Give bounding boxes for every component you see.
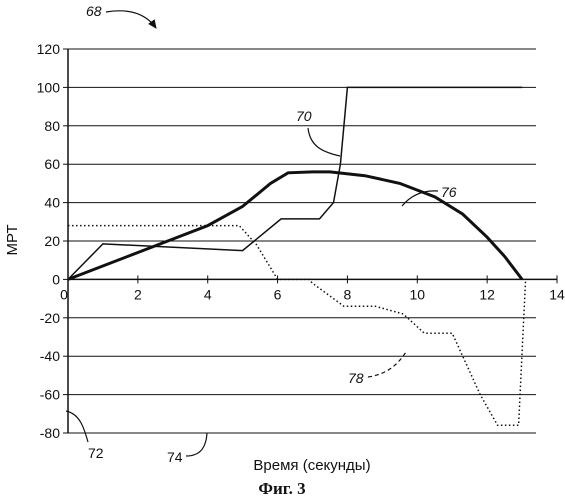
line-76-leader xyxy=(402,191,438,206)
y-tick-label: 20 xyxy=(44,233,60,249)
y-tick-label: 80 xyxy=(44,118,60,134)
x-axis-label: Время (секунды) xyxy=(253,457,370,474)
line-78-label: 78 xyxy=(348,370,364,386)
x-tick-label: 14 xyxy=(549,286,565,302)
x-tick-label: 8 xyxy=(344,286,352,302)
x-axis-ref-74: 74 xyxy=(167,449,183,465)
y-tick-label: 40 xyxy=(44,195,60,211)
grid-lines xyxy=(68,49,536,433)
y-axis-ref-72: 72 xyxy=(88,445,104,461)
figure-ref-68: 68 xyxy=(86,3,102,19)
series-line-78 xyxy=(68,226,526,426)
x-axis-ref-74-leader xyxy=(186,433,207,456)
x-tick-label: 2 xyxy=(134,286,142,302)
x-tick-label: 4 xyxy=(204,286,212,302)
y-tick-label: -40 xyxy=(40,348,60,364)
y-tick-label: -60 xyxy=(40,387,60,403)
y-tick-label: 0 xyxy=(52,271,60,287)
line-70-leader xyxy=(308,128,340,156)
y-axis-label: МРТ xyxy=(4,225,21,256)
y-tick-labels: 120100806040200-20-40-60-80 xyxy=(37,41,68,441)
figure-ref-68-arrow xyxy=(106,11,156,28)
y-tick-label: -80 xyxy=(40,425,60,441)
line-76-label: 76 xyxy=(441,184,457,200)
y-tick-label: 60 xyxy=(44,156,60,172)
x-tick-label: 10 xyxy=(409,286,425,302)
line-70-label: 70 xyxy=(296,108,312,124)
y-tick-label: 100 xyxy=(37,79,61,95)
y-tick-label: 120 xyxy=(37,41,61,57)
figure-caption: Фиг. 3 xyxy=(258,479,305,498)
x-tick-label: 6 xyxy=(274,286,282,302)
x-tick-label: 0 xyxy=(60,286,68,302)
y-tick-label: -20 xyxy=(40,310,60,326)
y-axis-ref-72-leader xyxy=(66,411,88,442)
x-tick-label: 12 xyxy=(479,286,495,302)
